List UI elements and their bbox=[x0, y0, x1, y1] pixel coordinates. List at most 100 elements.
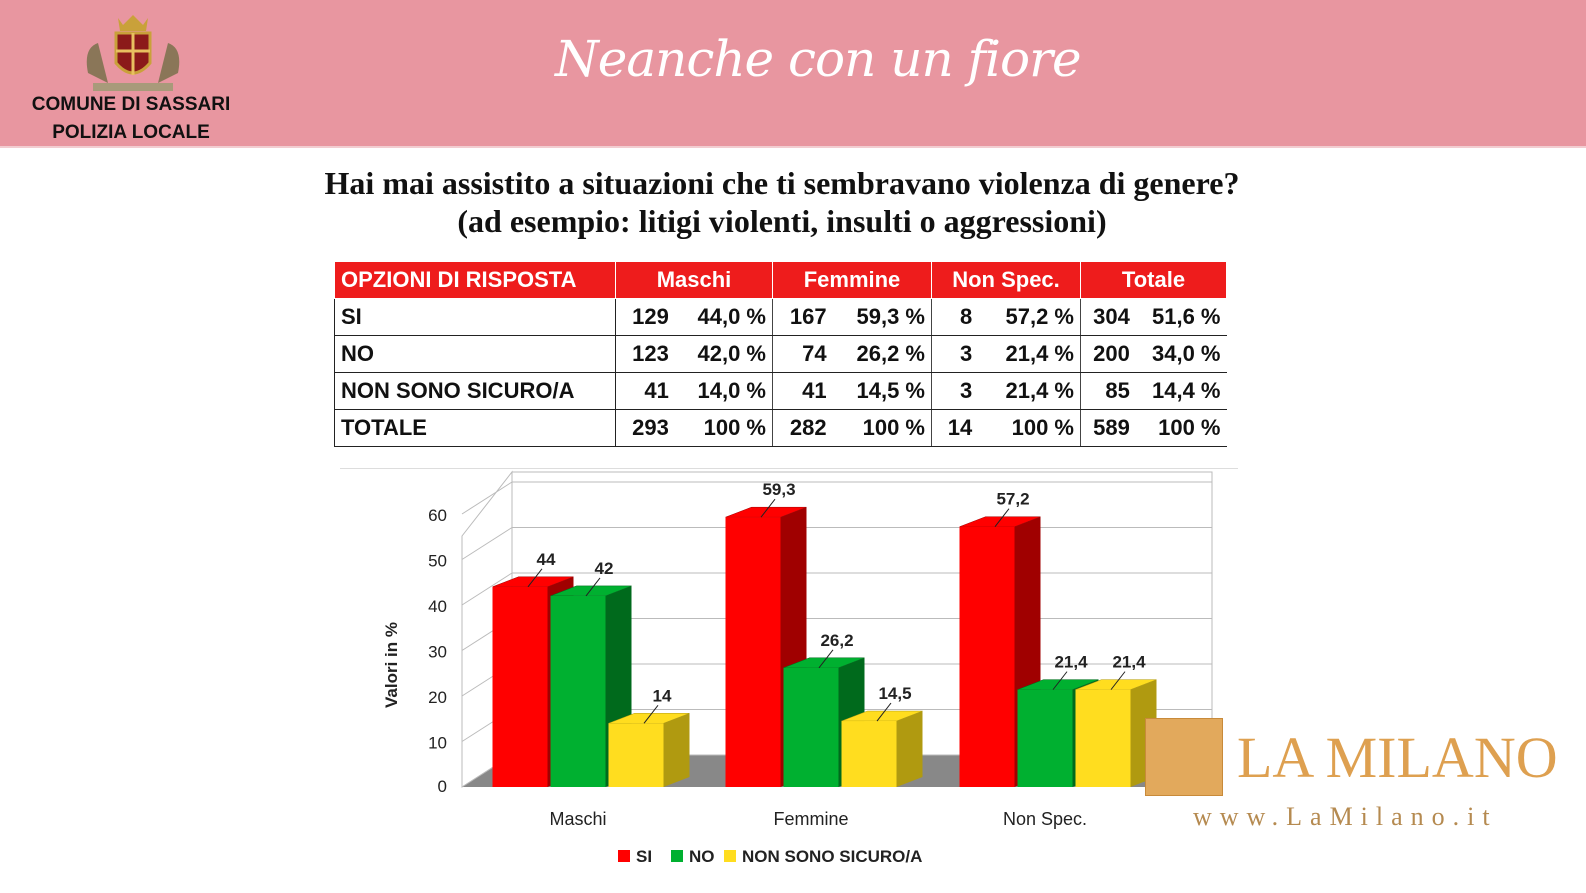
table-cell: 8 bbox=[931, 298, 979, 336]
row-label: SI bbox=[334, 298, 616, 336]
table-cell: 200 bbox=[1079, 335, 1136, 373]
y-tick-label: 50 bbox=[428, 552, 447, 571]
table-cell: 3 bbox=[931, 335, 979, 373]
table-cell: 26,2 % bbox=[832, 335, 932, 373]
table-row: NO 123 42,0 % 74 26,2 % 3 21,4 % 200 34,0 % bbox=[334, 335, 1227, 373]
data-label: 42 bbox=[595, 559, 614, 578]
bar-non-sono-sicuro-a bbox=[608, 723, 664, 787]
row-label: TOTALE bbox=[334, 409, 616, 447]
watermark-logo-icon bbox=[1145, 718, 1223, 796]
data-label: 14,5 bbox=[878, 684, 911, 703]
table-cell: 589 bbox=[1079, 409, 1136, 447]
table-cell: 123 bbox=[614, 335, 675, 373]
legend-swatch bbox=[671, 850, 683, 862]
legend-swatch bbox=[618, 850, 630, 862]
data-label: 21,4 bbox=[1054, 653, 1088, 672]
col-header: Non Spec. bbox=[931, 261, 1081, 299]
results-table: OPZIONI DI RISPOSTA Maschi Femmine Non S… bbox=[334, 261, 1227, 447]
table-cell: 85 bbox=[1079, 372, 1136, 410]
bar-non-sono-sicuro-a bbox=[841, 721, 897, 787]
y-tick-label: 0 bbox=[438, 777, 447, 796]
bar-no bbox=[550, 595, 606, 787]
bar-side bbox=[663, 713, 690, 787]
campaign-tagline: Neanche con un fiore bbox=[555, 30, 1082, 88]
table-row: TOTALE 293 100 % 282 100 % 14 100 % 589 100 % bbox=[334, 409, 1227, 447]
y-tick-label: 60 bbox=[428, 506, 447, 525]
data-label: 44 bbox=[537, 550, 556, 569]
gridline bbox=[461, 527, 513, 560]
table-cell: 14,4 % bbox=[1135, 372, 1227, 410]
question-subtitle: (ad esempio: litigi violenti, insulti o … bbox=[457, 203, 1107, 239]
x-tick-label: Non Spec. bbox=[1003, 809, 1087, 829]
data-label-leader bbox=[527, 568, 543, 588]
gridline bbox=[461, 572, 513, 606]
table-cell: 74 bbox=[771, 335, 833, 373]
table-cell: 44,0 % bbox=[674, 298, 773, 336]
bar-si bbox=[725, 517, 781, 787]
table-cell: 293 bbox=[614, 409, 675, 447]
question-title: Hai mai assistito a situazioni che ti se… bbox=[324, 165, 1240, 201]
table-cell: 41 bbox=[771, 372, 833, 410]
data-label-leader bbox=[643, 704, 659, 724]
table-cell: 14,5 % bbox=[832, 372, 932, 410]
col-header: Maschi bbox=[615, 261, 773, 299]
data-label-leader bbox=[994, 508, 1010, 528]
bar-si bbox=[959, 526, 1015, 787]
table-cell: 167 bbox=[771, 298, 833, 336]
watermark: LA MILANO www.LaMilano.it bbox=[1145, 718, 1585, 838]
data-label-leader bbox=[585, 577, 601, 597]
col-header: Femmine bbox=[772, 261, 932, 299]
data-label-leader bbox=[818, 649, 834, 669]
y-tick-label: 10 bbox=[428, 734, 447, 753]
org-name: COMUNE DI SASSARI bbox=[31, 94, 231, 115]
y-tick-label: 20 bbox=[428, 688, 447, 707]
table-cell: 14,0 % bbox=[674, 372, 773, 410]
table-row: SI 129 44,0 % 167 59,3 % 8 57,2 % 304 51,6 % bbox=[334, 298, 1227, 336]
data-label: 59,3 bbox=[762, 480, 795, 499]
watermark-name: LA MILANO bbox=[1237, 725, 1558, 790]
table-cell: 41 bbox=[614, 372, 675, 410]
coat-of-arms-logo bbox=[86, 15, 180, 91]
divider bbox=[340, 468, 1238, 469]
table-cell: 21,4 % bbox=[978, 335, 1081, 373]
table-cell: 42,0 % bbox=[674, 335, 773, 373]
table-cell: 34,0 % bbox=[1135, 335, 1227, 373]
data-label-leader bbox=[876, 702, 892, 722]
data-label-leader bbox=[760, 498, 776, 518]
bar-non-sono-sicuro-a bbox=[1075, 689, 1131, 787]
table-cell: 51,6 % bbox=[1135, 298, 1227, 336]
table-cell: 304 bbox=[1079, 298, 1136, 336]
header-banner: COMUNE DI SASSARI POLIZIA LOCALE Neanche… bbox=[0, 0, 1586, 148]
table-header: OPZIONI DI RISPOSTA Maschi Femmine Non S… bbox=[334, 261, 1227, 299]
table-cell: 100 % bbox=[674, 409, 773, 447]
bar-si bbox=[492, 586, 548, 787]
x-tick-label: Femmine bbox=[773, 809, 848, 829]
legend-swatch bbox=[724, 850, 736, 862]
y-tick-label: 40 bbox=[428, 597, 447, 616]
table-cell: 100 % bbox=[978, 409, 1081, 447]
table-cell: 57,2 % bbox=[978, 298, 1081, 336]
legend-label: SI bbox=[636, 847, 652, 866]
y-tick-label: 30 bbox=[428, 643, 447, 662]
org-subtitle: POLIZIA LOCALE bbox=[52, 122, 210, 143]
gridline bbox=[461, 481, 513, 515]
col-header: Totale bbox=[1080, 261, 1227, 299]
bar-side bbox=[896, 711, 923, 787]
table-cell: 100 % bbox=[832, 409, 932, 447]
table-cell: 100 % bbox=[1135, 409, 1227, 447]
table-cell: 3 bbox=[931, 372, 979, 410]
legend-label: NON SONO SICURO/A bbox=[742, 847, 922, 866]
table-cell: 21,4 % bbox=[978, 372, 1081, 410]
table-row: NON SONO SICURO/A 41 14,0 % 41 14,5 % 3 21,4 %… bbox=[334, 372, 1227, 410]
data-label-leader bbox=[1052, 671, 1068, 690]
legend-label: NO bbox=[689, 847, 715, 866]
bar-no bbox=[783, 667, 839, 787]
y-axis-label: Valori in % bbox=[382, 622, 401, 708]
data-label: 57,2 bbox=[996, 490, 1029, 509]
table-cell: 59,3 % bbox=[832, 298, 932, 336]
table-cell: 282 bbox=[771, 409, 833, 447]
data-label: 26,2 bbox=[820, 631, 853, 650]
x-tick-label: Maschi bbox=[549, 809, 606, 829]
watermark-url: www.LaMilano.it bbox=[1193, 802, 1498, 831]
